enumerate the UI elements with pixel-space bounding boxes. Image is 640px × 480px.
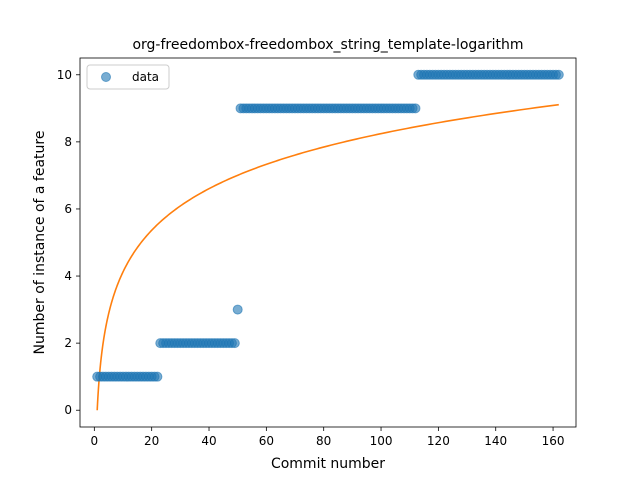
x-axis-ticks: 0 20 40 60 80 100 120 140 160 xyxy=(91,427,565,448)
x-tick-label: 120 xyxy=(427,434,450,448)
x-tick-label: 80 xyxy=(316,434,331,448)
x-tick-label: 160 xyxy=(542,434,565,448)
legend-marker-data xyxy=(102,73,111,82)
chart-title: org-freedombox-freedombox_string_templat… xyxy=(132,37,523,53)
x-tick-label: 20 xyxy=(144,434,159,448)
data-point xyxy=(230,339,239,348)
x-tick-label: 40 xyxy=(201,434,216,448)
y-tick-label: 4 xyxy=(64,269,72,283)
y-tick-label: 10 xyxy=(57,68,72,82)
legend: data xyxy=(87,65,169,89)
x-tick-label: 100 xyxy=(370,434,393,448)
x-tick-label: 0 xyxy=(91,434,99,448)
x-tick-label: 60 xyxy=(259,434,274,448)
y-axis-label: Number of instance of a feature xyxy=(32,131,48,355)
data-point xyxy=(411,104,420,113)
x-axis-label: Commit number xyxy=(271,456,385,472)
data-point xyxy=(233,305,242,314)
y-tick-label: 0 xyxy=(64,403,72,417)
data-point xyxy=(153,372,162,381)
y-axis-ticks: 0 2 4 6 8 10 xyxy=(57,68,80,417)
data-point xyxy=(554,70,563,79)
y-tick-label: 2 xyxy=(64,336,72,350)
y-tick-label: 8 xyxy=(64,135,72,149)
y-tick-label: 6 xyxy=(64,202,72,216)
x-tick-label: 140 xyxy=(484,434,507,448)
legend-label-data: data xyxy=(132,70,159,84)
